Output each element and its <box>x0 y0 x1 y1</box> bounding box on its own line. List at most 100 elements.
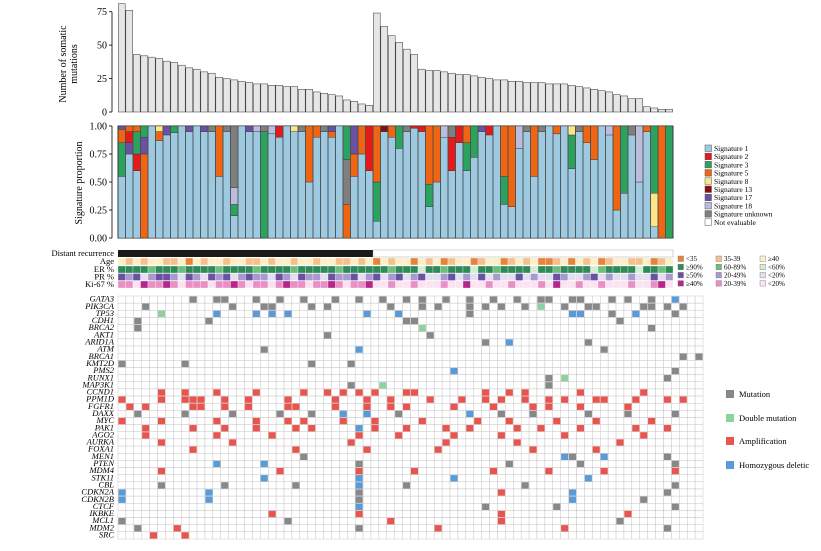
clinical-cell <box>207 257 216 266</box>
gene-cell <box>536 431 546 440</box>
gene-cell <box>117 453 127 461</box>
gene-cell <box>362 367 372 375</box>
gene-cell <box>418 352 427 361</box>
gene-cell <box>505 360 514 368</box>
gene-cell <box>394 374 403 382</box>
gene-cell <box>615 431 625 440</box>
gene-cell <box>196 524 206 533</box>
gene-cell <box>323 410 332 418</box>
gene-cell <box>655 388 664 397</box>
gene-cell <box>252 317 261 325</box>
gene-cell <box>354 395 364 404</box>
gene-cell <box>410 352 419 361</box>
gene-cell <box>426 481 435 490</box>
gene-cell <box>315 481 324 490</box>
alteration-cell <box>126 403 134 410</box>
gene-cell <box>631 488 640 497</box>
gene-cell <box>647 424 656 432</box>
gene-cell <box>378 410 387 418</box>
gene-cell <box>370 324 380 332</box>
gene-cell <box>489 352 498 361</box>
signature-segment <box>568 134 576 169</box>
gene-cell <box>544 445 553 454</box>
gene-cell <box>228 424 237 432</box>
gene-cell <box>679 445 688 454</box>
gene-cell <box>196 460 206 468</box>
gene-cell <box>347 331 356 340</box>
gene-cell <box>117 510 127 518</box>
gene-cell <box>505 453 514 461</box>
clinical-cell <box>597 265 606 274</box>
gene-cell <box>568 474 577 483</box>
signature-segment <box>305 181 313 239</box>
clinical-cell <box>620 280 629 289</box>
gene-cell <box>592 310 601 318</box>
alteration-cell <box>426 396 434 403</box>
gene-cell <box>497 467 506 475</box>
gene-cell <box>402 503 411 511</box>
gene-cell <box>473 474 482 483</box>
gene-cell <box>339 295 348 304</box>
gene-cell <box>520 445 530 454</box>
gene-cell <box>236 345 245 354</box>
gene-cell <box>592 374 601 382</box>
gene-cell <box>165 481 174 490</box>
gene-cell <box>600 324 609 332</box>
alteration-cell <box>205 489 213 496</box>
signature-segment <box>133 125 141 132</box>
clinical-cell <box>650 265 659 274</box>
gene-cell <box>686 410 696 418</box>
gene-cell <box>362 431 372 440</box>
alteration-cell <box>379 382 387 389</box>
gene-cell <box>339 460 348 468</box>
gene-cell <box>434 517 443 525</box>
clinical-cell <box>372 257 381 266</box>
gene-cell <box>165 524 174 533</box>
gene-cell <box>307 460 316 468</box>
gene-cell <box>671 531 680 540</box>
gene-cell <box>323 460 332 468</box>
gene-cell <box>125 517 135 525</box>
gene-cell <box>497 338 506 347</box>
clinical-cell <box>170 273 179 281</box>
signature-segment <box>620 192 628 239</box>
gene-cell <box>465 460 474 468</box>
mutation-bar <box>215 76 223 113</box>
clinical-cell <box>162 265 171 274</box>
gene-cell <box>283 524 293 533</box>
gene-cell <box>370 453 380 461</box>
gene-cell <box>299 310 308 318</box>
gene-cell <box>663 295 672 304</box>
gene-cell <box>173 424 182 432</box>
gene-cell <box>544 302 553 311</box>
gene-cell <box>196 431 206 440</box>
gene-cell <box>426 417 435 425</box>
gene-cell <box>228 417 237 425</box>
alteration-cell <box>181 389 189 396</box>
gene-cell <box>639 367 648 375</box>
clinical-cell <box>252 257 261 266</box>
gene-cell <box>592 352 601 361</box>
gene-cell <box>513 374 522 382</box>
gene-cell <box>607 467 617 475</box>
gene-cell <box>592 360 601 368</box>
gene-cell <box>639 503 648 511</box>
gene-cell <box>584 438 593 447</box>
gene-cell <box>686 417 696 425</box>
gene-cell <box>386 460 395 468</box>
gene-cell <box>188 467 198 475</box>
gene-cell <box>236 488 245 497</box>
signature-segment <box>148 125 156 239</box>
gene-cell <box>607 381 617 390</box>
gene-cell <box>647 381 656 390</box>
gene-cell <box>544 460 553 468</box>
gene-cell <box>410 381 419 390</box>
gene-cell <box>465 381 474 390</box>
mutation-bar <box>403 48 411 113</box>
gene-cell <box>686 338 696 347</box>
gene-cell <box>157 410 166 418</box>
gene-cell <box>552 374 561 382</box>
gene-cell <box>639 460 648 468</box>
gene-cell <box>323 474 332 483</box>
gene-cell <box>378 310 387 318</box>
